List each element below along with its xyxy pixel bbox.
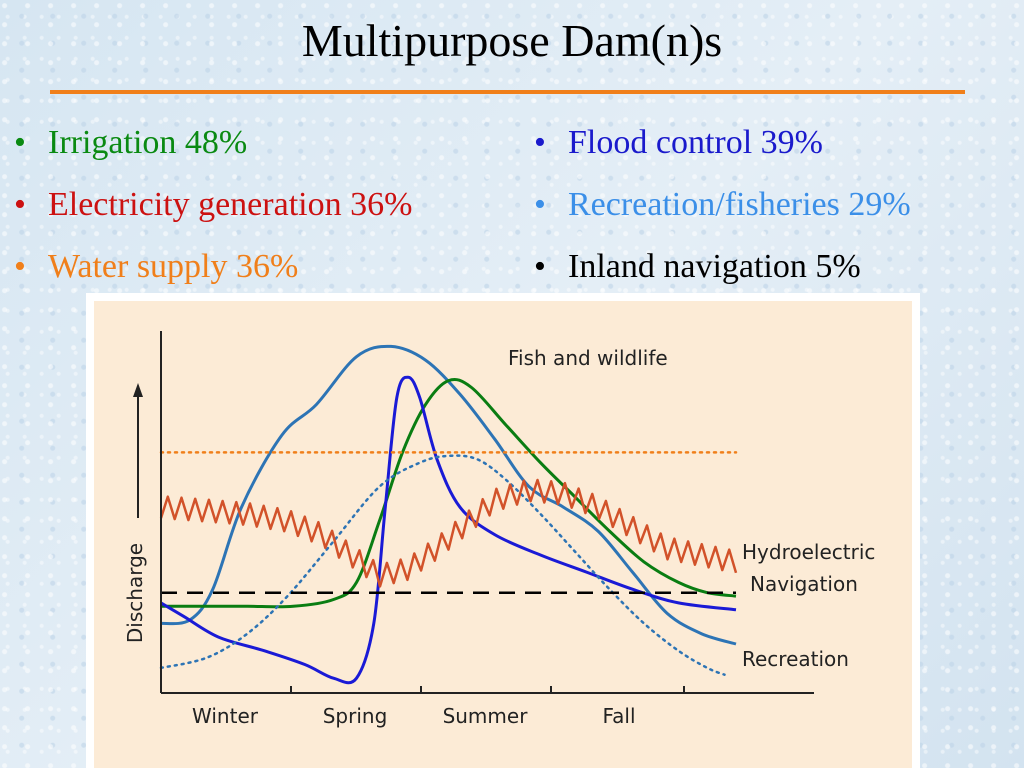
x-tick-label: Winter — [192, 704, 259, 728]
discharge-figure: Discharge Winter Spring Summer Fall Fish… — [86, 293, 920, 768]
bullet-text: Water supply 36% — [48, 248, 299, 285]
arrow-up-icon — [133, 383, 143, 397]
title-divider — [50, 90, 965, 94]
bullet-dot: • — [534, 124, 546, 161]
line-recreation — [159, 454, 726, 676]
bullet-item: • Recreation/fisheries 29% — [534, 174, 911, 236]
annotation-recreation: Recreation — [742, 647, 849, 671]
line-series-1 — [161, 377, 737, 609]
chart-labels: Discharge Winter Spring Summer Fall Fish… — [123, 346, 875, 728]
bullet-dot: • — [14, 186, 26, 223]
bullet-dot: • — [14, 124, 26, 161]
bullet-list-left: • Irrigation 48% • Electricity generation … — [14, 112, 412, 298]
bullet-dot: • — [14, 248, 26, 285]
chart-axes — [133, 331, 814, 694]
discharge-chart: Discharge Winter Spring Summer Fall Fish… — [123, 331, 875, 728]
line-series-2 — [160, 375, 737, 685]
line-hydroelectric — [159, 478, 738, 588]
bullet-item: • Water supply 36% — [14, 236, 412, 298]
bullet-item: • Flood control 39% — [534, 112, 911, 174]
bullet-item: • Inland navigation 5% — [534, 236, 911, 298]
slide-title: Multipurpose Dam(n)s — [301, 15, 723, 66]
bullet-dot: • — [534, 186, 546, 223]
annotation-hydroelectric: Hydroelectric — [742, 540, 875, 564]
annotation-navigation: Navigation — [750, 572, 858, 596]
bullet-text: Irrigation 48% — [48, 124, 248, 161]
bullet-dot: • — [534, 248, 546, 285]
line-fish-and-wildlife — [160, 344, 737, 646]
y-axis-label: Discharge — [123, 543, 147, 643]
bullet-text: Flood control 39% — [568, 124, 823, 161]
bullet-list-right: • Flood control 39% • Recreation/fisheries… — [534, 112, 911, 298]
annotation-fish-and-wildlife: Fish and wildlife — [508, 346, 668, 370]
x-tick-label: Fall — [602, 704, 635, 728]
bullet-text: Recreation/fisheries 29% — [568, 186, 911, 223]
bullet-text: Electricity generation 36% — [48, 186, 413, 223]
chart-curves — [159, 344, 738, 685]
bullet-item: • Irrigation 48% — [14, 112, 412, 174]
x-tick-label: Spring — [323, 704, 388, 728]
bullet-item: • Electricity generation 36% — [14, 174, 412, 236]
x-tick-label: Summer — [443, 704, 529, 728]
bullet-text: Inland navigation 5% — [568, 248, 861, 285]
